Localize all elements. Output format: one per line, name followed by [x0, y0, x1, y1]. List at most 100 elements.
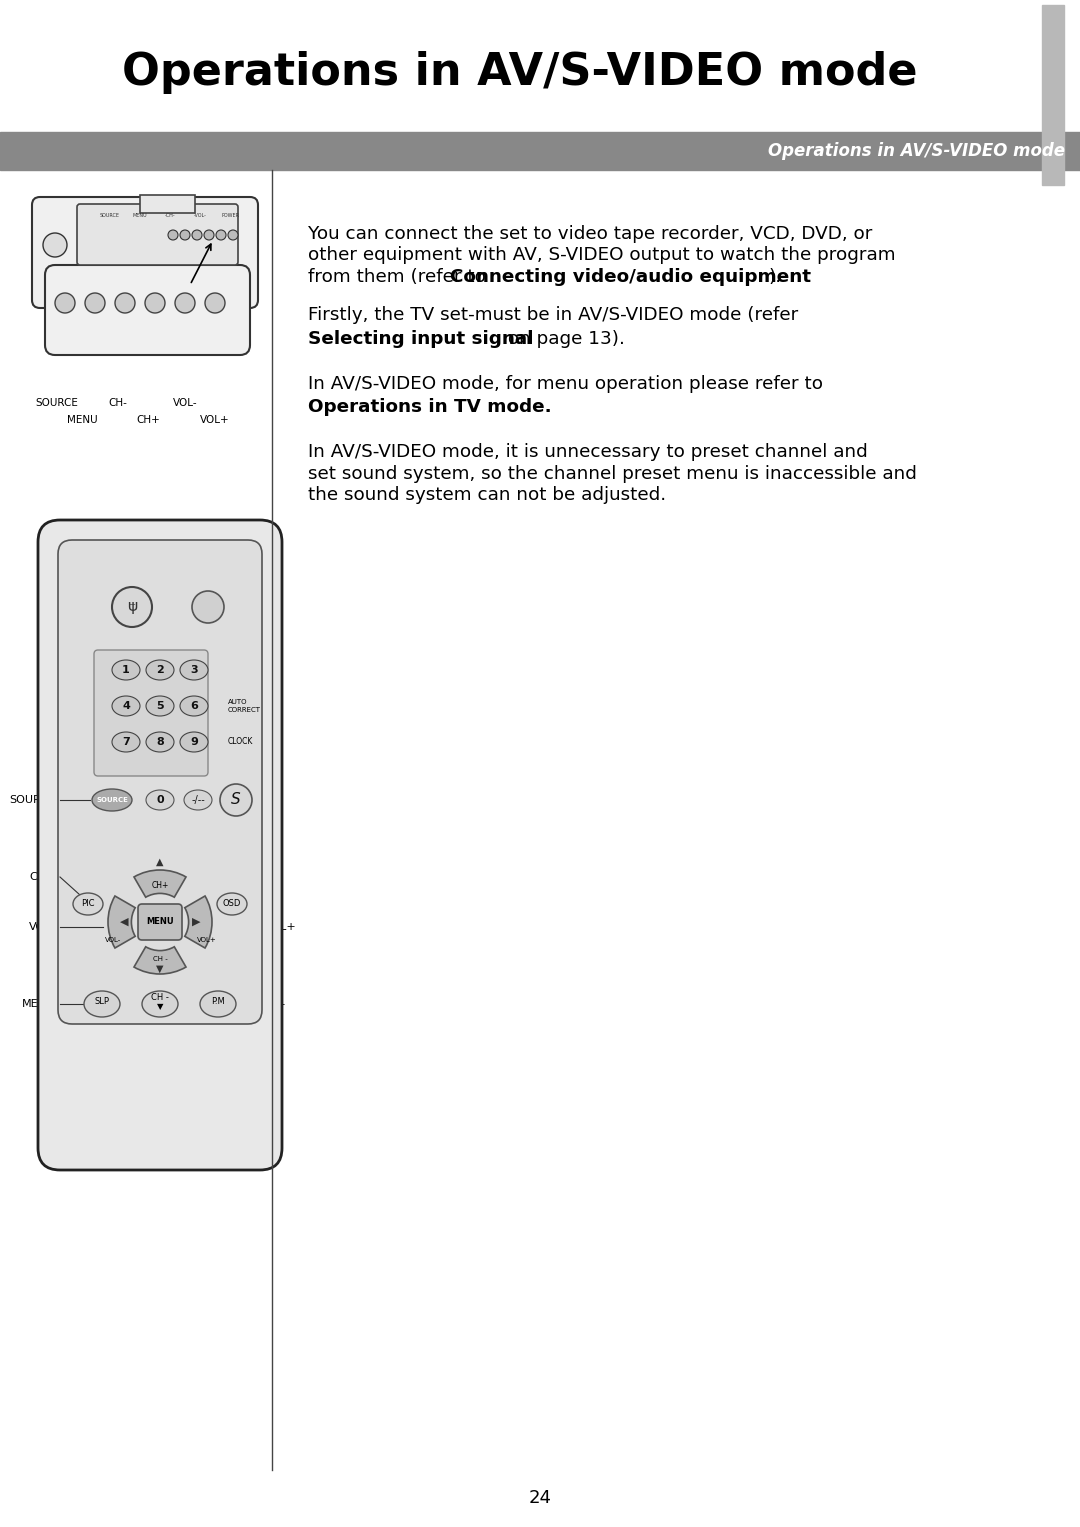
Circle shape — [175, 293, 195, 313]
Circle shape — [43, 234, 67, 257]
Text: S: S — [231, 793, 241, 808]
Text: VOL+: VOL+ — [200, 415, 230, 425]
Circle shape — [114, 293, 135, 313]
Text: Operations in TV mode.: Operations in TV mode. — [308, 399, 552, 417]
Text: ▲: ▲ — [157, 857, 164, 867]
Text: CH+: CH+ — [151, 881, 168, 890]
Text: Selecting input signal: Selecting input signal — [308, 330, 534, 348]
Ellipse shape — [180, 660, 208, 680]
Text: other equipment with AV, S-VIDEO output to watch the program: other equipment with AV, S-VIDEO output … — [308, 246, 895, 264]
Wedge shape — [185, 896, 212, 948]
Text: CH-: CH- — [265, 999, 285, 1009]
Text: In AV/S-VIDEO mode, for menu operation please refer to: In AV/S-VIDEO mode, for menu operation p… — [308, 374, 823, 392]
Ellipse shape — [92, 789, 132, 811]
Circle shape — [192, 591, 224, 623]
Text: SLP: SLP — [95, 997, 109, 1006]
Text: CH -: CH - — [152, 956, 167, 962]
Text: Firstly, the TV set-must be in AV/S-VIDEO mode (refer: Firstly, the TV set-must be in AV/S-VIDE… — [308, 307, 798, 324]
Circle shape — [192, 231, 202, 240]
Text: ψ: ψ — [127, 600, 137, 614]
Text: ◀: ◀ — [120, 918, 129, 927]
Text: SOURCE: SOURCE — [100, 212, 120, 218]
Ellipse shape — [112, 731, 140, 751]
Text: ─: ─ — [130, 600, 135, 608]
FancyBboxPatch shape — [94, 651, 208, 776]
Text: You can connect the set to video tape recorder, VCD, DVD, or: You can connect the set to video tape re… — [308, 224, 873, 243]
Circle shape — [204, 231, 214, 240]
Text: SOURCE: SOURCE — [36, 399, 79, 408]
Text: 3: 3 — [190, 664, 198, 675]
Text: Connecting video/audio equipment: Connecting video/audio equipment — [450, 267, 811, 286]
Ellipse shape — [184, 789, 212, 809]
Text: 9: 9 — [190, 738, 198, 747]
Text: VOL+: VOL+ — [198, 938, 217, 944]
Text: -CH-: -CH- — [164, 212, 175, 218]
Circle shape — [228, 231, 238, 240]
Text: CH+: CH+ — [136, 415, 160, 425]
Text: VOL+: VOL+ — [265, 922, 297, 931]
Text: CH -
▼: CH - ▼ — [151, 993, 168, 1011]
Ellipse shape — [73, 893, 103, 915]
Wedge shape — [134, 947, 186, 974]
Text: OSD: OSD — [222, 899, 241, 909]
FancyBboxPatch shape — [138, 904, 183, 941]
Circle shape — [216, 231, 226, 240]
Text: MENU: MENU — [133, 212, 147, 218]
Bar — [0, 131, 1080, 169]
Text: Operations in AV/S-VIDEO mode: Operations in AV/S-VIDEO mode — [122, 50, 918, 93]
Ellipse shape — [200, 991, 237, 1017]
Text: the sound system can not be adjusted.: the sound system can not be adjusted. — [308, 486, 666, 504]
Circle shape — [220, 783, 252, 815]
Text: VOL-: VOL- — [105, 938, 121, 944]
Text: P.M: P.M — [211, 997, 225, 1006]
Ellipse shape — [180, 696, 208, 716]
Text: 8: 8 — [157, 738, 164, 747]
Ellipse shape — [141, 991, 178, 1017]
Ellipse shape — [217, 893, 247, 915]
Text: VOL-: VOL- — [173, 399, 198, 408]
Text: 6: 6 — [190, 701, 198, 712]
Ellipse shape — [146, 660, 174, 680]
Text: -VOL-: -VOL- — [193, 212, 206, 218]
Text: 5: 5 — [157, 701, 164, 712]
Text: Operations in AV/S-VIDEO mode: Operations in AV/S-VIDEO mode — [768, 142, 1065, 160]
Text: In AV/S-VIDEO mode, it is unnecessary to preset channel and: In AV/S-VIDEO mode, it is unnecessary to… — [308, 443, 867, 461]
Text: 4: 4 — [122, 701, 130, 712]
Ellipse shape — [112, 696, 140, 716]
Text: ▼: ▼ — [157, 964, 164, 974]
Text: MENU: MENU — [67, 415, 97, 425]
Ellipse shape — [112, 660, 140, 680]
Text: 7: 7 — [122, 738, 130, 747]
Ellipse shape — [146, 731, 174, 751]
Text: MENU: MENU — [146, 918, 174, 927]
Ellipse shape — [146, 696, 174, 716]
Text: AUTO
CORRECT: AUTO CORRECT — [228, 699, 261, 713]
Text: ▶: ▶ — [192, 918, 200, 927]
Text: from them (refer to: from them (refer to — [308, 267, 491, 286]
Text: SOURCE: SOURCE — [96, 797, 127, 803]
Text: CH+: CH+ — [29, 872, 55, 883]
FancyBboxPatch shape — [77, 205, 238, 266]
Text: MENU: MENU — [22, 999, 55, 1009]
Text: ).: ). — [768, 267, 781, 286]
Text: set sound system, so the channel preset menu is inaccessible and: set sound system, so the channel preset … — [308, 464, 917, 483]
Circle shape — [55, 293, 75, 313]
Ellipse shape — [146, 789, 174, 809]
Text: CLOCK: CLOCK — [228, 738, 254, 747]
Text: 2: 2 — [157, 664, 164, 675]
Wedge shape — [134, 870, 186, 898]
Text: PIC: PIC — [81, 899, 95, 909]
Text: 24: 24 — [528, 1489, 552, 1507]
Text: POWER: POWER — [221, 212, 239, 218]
Text: on page 13).: on page 13). — [502, 330, 625, 348]
Bar — [1042, 5, 1064, 185]
Text: VOL-: VOL- — [29, 922, 55, 931]
Wedge shape — [108, 896, 135, 948]
Bar — [140, 195, 195, 212]
Circle shape — [145, 293, 165, 313]
Ellipse shape — [84, 991, 120, 1017]
Text: 1: 1 — [122, 664, 130, 675]
Text: CH-: CH- — [109, 399, 127, 408]
Circle shape — [180, 231, 190, 240]
FancyBboxPatch shape — [32, 197, 258, 308]
